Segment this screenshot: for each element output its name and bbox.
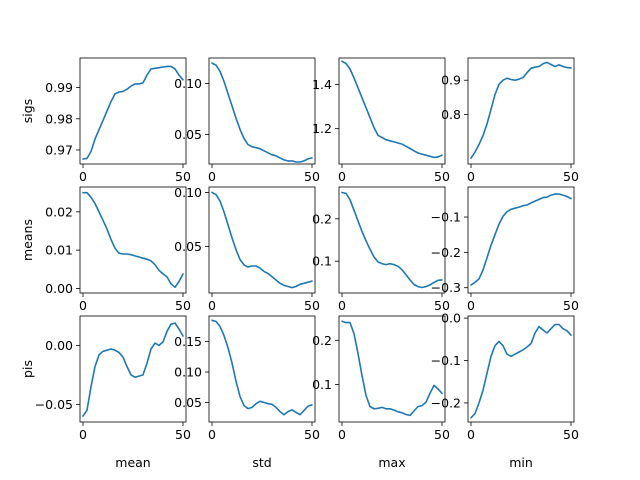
x-tick-label: 50 [434, 298, 450, 313]
series-line-sigs-min [470, 61, 572, 159]
x-tick-label: 0 [467, 169, 475, 184]
y-tick-label: 0.2 [312, 333, 332, 348]
y-tick-label: 0.05 [174, 239, 202, 254]
series-line-sigs-mean [82, 65, 184, 160]
x-tick-label: 50 [563, 169, 579, 184]
series-line-means-max [341, 191, 443, 289]
x-tick-label: 50 [563, 298, 579, 313]
row-label-pis: pis [20, 360, 35, 378]
col-label-min: min [509, 455, 533, 470]
y-tick-label: 0.9 [441, 73, 461, 88]
x-tick-label: 0 [338, 169, 346, 184]
y-tick-label: −0.1 [431, 353, 461, 368]
axes-frame-pis-max [338, 315, 446, 423]
x-tick-label: 50 [304, 427, 320, 442]
axes-frame-sigs-max [338, 57, 446, 165]
axes-frame-sigs-min [467, 57, 575, 165]
x-tick-label: 50 [434, 427, 450, 442]
x-tick-label: 0 [79, 298, 87, 313]
y-tick-label: 0.97 [45, 142, 73, 157]
axes-frame-means-mean [79, 186, 187, 294]
x-tick-label: 0 [338, 427, 346, 442]
y-tick-label: 0.1 [312, 254, 332, 269]
y-tick-label: 1.4 [312, 77, 332, 92]
y-tick-label: 0.8 [441, 107, 461, 122]
x-tick-label: 0 [208, 427, 216, 442]
y-tick-label: 0.10 [174, 185, 202, 200]
row-label-sigs: sigs [20, 99, 35, 123]
col-label-mean: mean [115, 455, 150, 470]
x-tick-label: 50 [175, 427, 191, 442]
axes-frame-sigs-std [208, 57, 316, 165]
series-line-means-mean [82, 191, 184, 289]
x-tick-label: 50 [563, 427, 579, 442]
x-tick-label: 50 [175, 298, 191, 313]
axes-frame-means-max [338, 186, 446, 294]
x-tick-label: 0 [467, 298, 475, 313]
x-tick-label: 50 [304, 169, 320, 184]
axes-frame-pis-std [208, 315, 316, 423]
series-line-pis-max [341, 320, 443, 417]
y-tick-label: −0.2 [431, 395, 461, 410]
series-line-pis-min [470, 323, 572, 419]
y-tick-label: 0.10 [174, 76, 202, 91]
y-tick-label: −0.1 [431, 210, 461, 225]
x-tick-label: 50 [175, 169, 191, 184]
col-label-std: std [252, 455, 271, 470]
x-tick-label: 0 [338, 298, 346, 313]
series-line-sigs-std [211, 62, 313, 163]
y-tick-label: 0.98 [45, 111, 73, 126]
x-tick-label: 0 [208, 169, 216, 184]
series-line-means-min [470, 193, 572, 286]
y-tick-label: 0.99 [45, 80, 73, 95]
y-tick-label: 0.2 [312, 211, 332, 226]
y-tick-label: 0.05 [174, 127, 202, 142]
axes-frame-sigs-mean [79, 57, 187, 165]
y-tick-label: 0.02 [45, 204, 73, 219]
x-tick-label: 0 [467, 427, 475, 442]
y-tick-label: 0.00 [45, 281, 73, 296]
y-tick-label: −0.3 [431, 280, 461, 295]
y-tick-label: −0.05 [35, 397, 73, 412]
series-line-means-std [211, 191, 313, 289]
x-tick-label: 50 [434, 169, 450, 184]
x-tick-label: 0 [79, 169, 87, 184]
y-tick-label: −0.2 [431, 245, 461, 260]
y-tick-label: 0.00 [45, 338, 73, 353]
series-line-pis-std [211, 319, 313, 416]
axes-frame-means-min [467, 186, 575, 294]
y-tick-label: 0.0 [441, 311, 461, 326]
y-tick-label: 0.01 [45, 243, 73, 258]
series-line-sigs-max [341, 60, 443, 159]
y-tick-label: 1.2 [312, 121, 332, 136]
col-label-max: max [378, 455, 405, 470]
y-tick-label: 0.15 [174, 334, 202, 349]
x-tick-label: 0 [208, 298, 216, 313]
x-tick-label: 0 [79, 427, 87, 442]
row-label-means: means [20, 219, 35, 261]
y-tick-label: 0.05 [174, 395, 202, 410]
axes-frame-means-std [208, 186, 316, 294]
y-tick-label: 0.10 [174, 365, 202, 380]
x-tick-label: 50 [304, 298, 320, 313]
y-tick-label: 0.1 [312, 377, 332, 392]
axes-frame-pis-mean [79, 315, 187, 423]
axes-frame-pis-min [467, 315, 575, 423]
series-line-pis-mean [82, 322, 184, 417]
